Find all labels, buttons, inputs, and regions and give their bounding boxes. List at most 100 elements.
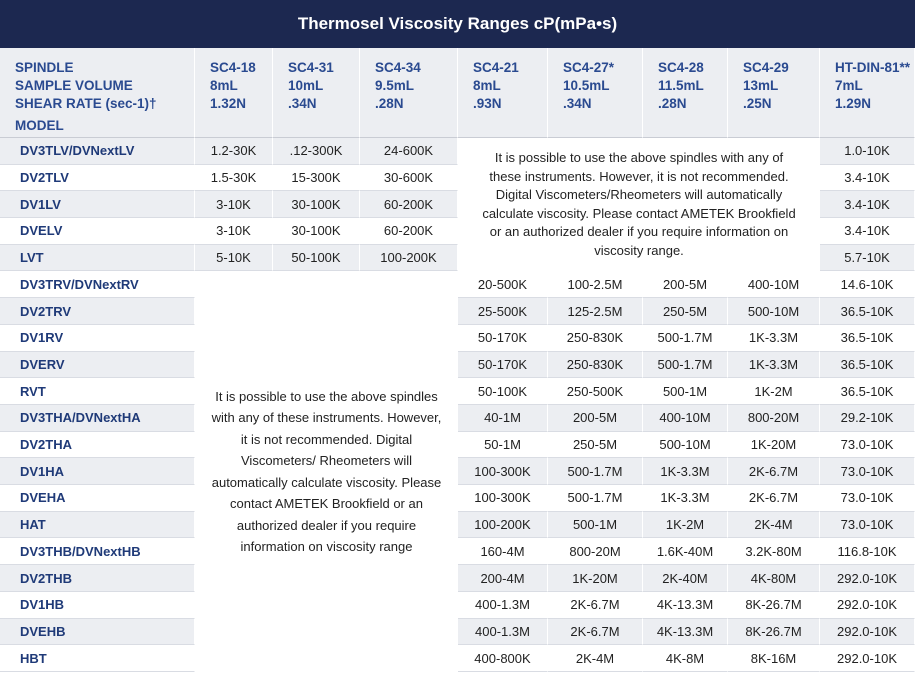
- value-cell: 125-2.5M: [548, 298, 643, 325]
- value-cell: 500-1M: [643, 378, 728, 405]
- model-cell: DV3THA/DVNextHA: [0, 405, 195, 432]
- model-cell: DVERV: [0, 351, 195, 379]
- value-cell: 3.4-10K: [820, 164, 915, 192]
- value-cell: 1K-20M: [728, 431, 820, 459]
- value-cell: 400-1.3M: [458, 618, 548, 646]
- model-cell: HBT: [0, 645, 195, 672]
- value-cell: 2K-6.7M: [728, 458, 820, 486]
- value-cell: 8K-16M: [728, 645, 820, 672]
- header-line: .28N: [375, 96, 404, 111]
- note-cell: It is possible to use the above spindles…: [458, 138, 820, 272]
- value-cell: 1K-3.3M: [728, 351, 820, 379]
- value-cell: 50-170K: [458, 351, 548, 379]
- value-cell: 800-20M: [548, 538, 643, 566]
- header-line: SC4-29: [743, 60, 789, 75]
- model-cell: DVEHA: [0, 485, 195, 512]
- header-line: SC4-18: [210, 60, 256, 75]
- header-line: SAMPLE VOLUME: [15, 78, 133, 93]
- value-cell: 30-100K: [273, 191, 360, 219]
- value-cell: 2K-6.7M: [548, 618, 643, 646]
- header-line: SC4-21: [473, 60, 519, 75]
- table-title: Thermosel Viscosity Ranges cP(mPa•s): [0, 0, 915, 48]
- value-cell: 3.4-10K: [820, 218, 915, 245]
- value-cell: 4K-8M: [643, 645, 728, 672]
- value-cell: 292.0-10K: [820, 618, 915, 646]
- value-cell: 1K-3.3M: [643, 458, 728, 486]
- model-cell: DV2THA: [0, 431, 195, 459]
- value-cell: 1K-20M: [548, 565, 643, 592]
- model-cell: DV1LV: [0, 191, 195, 219]
- value-cell: 100-300K: [458, 458, 548, 486]
- value-cell: 2K-40M: [643, 565, 728, 592]
- header-line: 13mL: [743, 78, 779, 93]
- value-cell: 292.0-10K: [820, 591, 915, 619]
- header-cell: SC4-18 8mL 1.32N: [195, 48, 273, 138]
- value-cell: 500-10M: [728, 298, 820, 325]
- value-cell: 3-10K: [195, 191, 273, 219]
- value-cell: 29.2-10K: [820, 405, 915, 432]
- header-line: SHEAR RATE (sec-1)†: [15, 96, 157, 111]
- value-cell: 73.0-10K: [820, 458, 915, 486]
- value-cell: 24-600K: [360, 138, 458, 165]
- model-cell: DV3TLV/DVNextLV: [0, 138, 195, 165]
- model-cell: DVELV: [0, 218, 195, 245]
- header-line: 1.32N: [210, 96, 247, 111]
- value-cell: 500-1.7M: [548, 485, 643, 512]
- value-cell: 73.0-10K: [820, 485, 915, 512]
- value-cell: 8K-26.7M: [728, 591, 820, 619]
- value-cell: 400-1.3M: [458, 591, 548, 619]
- value-cell: 4K-13.3M: [643, 618, 728, 646]
- value-cell: 100-200K: [458, 511, 548, 539]
- value-cell: 2K-6.7M: [728, 485, 820, 512]
- value-cell: 73.0-10K: [820, 511, 915, 539]
- header-line: HT-DIN-81**: [835, 60, 911, 75]
- model-cell: DV2TRV: [0, 298, 195, 325]
- header-line: SC4-28: [658, 60, 704, 75]
- value-cell: 250-830K: [548, 324, 643, 352]
- header-cell: SC4-31 10mL .34N: [273, 48, 360, 138]
- value-cell: 100-2.5M: [548, 271, 643, 299]
- value-cell: 3.4-10K: [820, 191, 915, 219]
- value-cell: 3-10K: [195, 218, 273, 245]
- header-line: 1.29N: [835, 96, 872, 111]
- value-cell: 1K-2M: [643, 511, 728, 539]
- model-cell: RVT: [0, 378, 195, 405]
- value-cell: 500-1M: [548, 511, 643, 539]
- value-cell: 25-500K: [458, 298, 548, 325]
- value-cell: 250-500K: [548, 378, 643, 405]
- header-line: 8mL: [210, 78, 238, 93]
- value-cell: 200-4M: [458, 565, 548, 592]
- value-cell: 60-200K: [360, 191, 458, 219]
- value-cell: 1.2-30K: [195, 138, 273, 165]
- value-cell: 1K-3.3M: [643, 485, 728, 512]
- value-cell: 15-300K: [273, 164, 360, 192]
- value-cell: 36.5-10K: [820, 324, 915, 352]
- value-cell: 4K-80M: [728, 565, 820, 592]
- model-cell: DV3TRV/DVNextRV: [0, 271, 195, 299]
- value-cell: 100-200K: [360, 244, 458, 272]
- value-cell: 200-5M: [643, 271, 728, 299]
- value-cell: 5.7-10K: [820, 244, 915, 272]
- value-cell: 250-830K: [548, 351, 643, 379]
- model-cell: DVEHB: [0, 618, 195, 646]
- value-cell: 800-20M: [728, 405, 820, 432]
- value-cell: 250-5M: [548, 431, 643, 459]
- value-cell: 292.0-10K: [820, 645, 915, 672]
- value-cell: 73.0-10K: [820, 431, 915, 459]
- value-cell: .12-300K: [273, 138, 360, 165]
- header-line: MODEL: [15, 118, 64, 133]
- value-cell: 2K-6.7M: [548, 591, 643, 619]
- header-line: 10mL: [288, 78, 324, 93]
- value-cell: 3.2K-80M: [728, 538, 820, 566]
- header-line: SPINDLE: [15, 60, 74, 75]
- value-cell: 2K-4M: [548, 645, 643, 672]
- header-line: SC4-34: [375, 60, 421, 75]
- value-cell: 30-600K: [360, 164, 458, 192]
- value-cell: 4K-13.3M: [643, 591, 728, 619]
- value-cell: 36.5-10K: [820, 378, 915, 405]
- value-cell: 14.6-10K: [820, 271, 915, 299]
- value-cell: 60-200K: [360, 218, 458, 245]
- value-cell: 500-1.7M: [548, 458, 643, 486]
- header-line: 9.5mL: [375, 78, 415, 93]
